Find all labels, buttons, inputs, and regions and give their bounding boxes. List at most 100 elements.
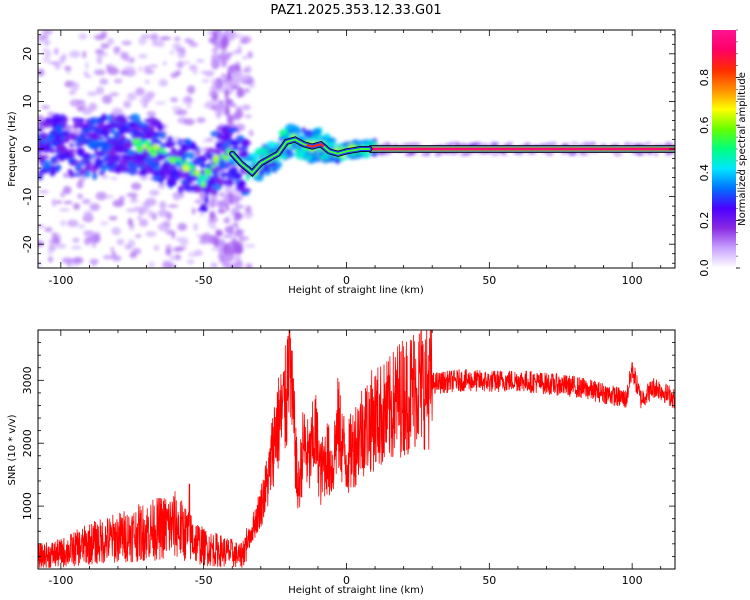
x-tick-label: 50 — [482, 274, 496, 287]
spectrogram-noise-blob — [137, 216, 142, 220]
spectrogram-noise-blob — [93, 69, 106, 76]
spectrogram-band-blob — [334, 157, 341, 164]
spectrogram-noise-blob — [142, 103, 148, 108]
spectrogram-noise-blob — [131, 182, 142, 191]
spectrogram-band-blob — [271, 166, 278, 174]
spectrogram-band-blob — [147, 116, 158, 126]
spectrogram-core-blob — [197, 179, 203, 185]
spectrogram-noise-blob — [194, 249, 203, 257]
spectrogram-band-blob — [86, 138, 94, 143]
spectrogram-core-blob — [224, 155, 230, 161]
spectrogram-noise-blob — [113, 51, 120, 55]
spectrogram-noise-blob — [127, 239, 136, 248]
spectrogram-noise-blob — [582, 142, 590, 146]
spectrogram-band-blob — [221, 133, 231, 143]
spectrogram-noise-blob — [108, 216, 118, 221]
spectrogram-core-blob — [136, 139, 142, 145]
spectrogram-noise-blob — [95, 86, 105, 95]
y-tick-label: -10 — [21, 188, 34, 206]
spectrogram-noise-blob — [63, 172, 69, 179]
spectrogram-noise-blob — [169, 50, 175, 55]
spectrogram-noise-blob — [149, 189, 160, 196]
spectrogram-noise-blob — [68, 90, 76, 95]
spectrogram-noise-blob — [234, 195, 244, 201]
spectrogram-band-blob — [349, 155, 358, 160]
spectrogram-band-blob — [92, 171, 98, 181]
spectrogram-noise-blob — [64, 65, 72, 71]
spectrogram-band-blob — [55, 143, 67, 153]
x-tick-label: -50 — [195, 574, 213, 587]
spectrogram-noise-blob — [142, 200, 151, 210]
colorbar-gradient-bar — [712, 30, 736, 268]
spectrogram-noise-blob — [110, 176, 118, 181]
spectrogram-band-blob — [41, 120, 52, 128]
ridge-band-core — [369, 147, 675, 151]
spectrogram-noise-blob — [38, 240, 45, 247]
spectrogram-noise-blob — [213, 32, 218, 41]
spectrogram-noise-blob — [211, 78, 216, 86]
spectrogram-noise-blob — [145, 230, 157, 238]
spectrogram-band-blob — [56, 133, 61, 139]
spectrogram-band-blob — [212, 150, 221, 154]
spectrogram-noise-blob — [222, 53, 231, 61]
spectrogram-noise-blob — [106, 64, 111, 72]
spectrogram-noise-blob — [225, 226, 232, 233]
spectrogram-band-blob — [75, 162, 85, 167]
x-tick-label: 0 — [343, 574, 350, 587]
spectrogram-noise-blob — [570, 142, 579, 145]
spectrogram-noise-blob — [127, 208, 134, 213]
y-tick-label: 1000 — [21, 492, 34, 520]
spectrogram-noise-blob — [89, 258, 99, 265]
spectrogram-band-blob — [149, 123, 154, 132]
spectrogram-noise-blob — [153, 245, 160, 251]
spectrogram-noise-blob — [183, 118, 195, 126]
spectrogram-band-blob — [74, 143, 82, 147]
spectrogram-band-blob — [50, 156, 56, 165]
x-tick-label: 100 — [622, 574, 643, 587]
spectrogram-noise-blob — [159, 201, 167, 210]
spectrogram-band-blob — [112, 142, 120, 149]
spectrogram-noise-blob — [41, 105, 50, 110]
ridge-peak-segment — [306, 143, 325, 148]
spectrogram-band-blob — [115, 166, 120, 175]
spectrogram-noise-blob — [172, 247, 184, 253]
spectrogram-band-blob — [123, 124, 128, 132]
spectrogram-band-blob — [57, 153, 69, 160]
spectrogram-noise-blob — [224, 57, 228, 67]
spectrogram-band-blob — [188, 151, 195, 160]
spectrogram-band-blob — [101, 113, 108, 121]
spectrogram-band-blob — [121, 154, 132, 160]
spectrogram-band-blob — [67, 168, 73, 174]
spectrogram-band-blob — [81, 154, 90, 159]
spectrogram-noise-blob — [144, 66, 150, 70]
spectrogram-noise-blob — [68, 50, 81, 58]
spectrogram-noise-blob — [184, 95, 192, 103]
spectrogram-band-blob — [118, 129, 124, 136]
spectrogram-band-blob — [75, 135, 83, 144]
spectrogram-band-blob — [106, 138, 117, 144]
colorbar-tick-label: 0.0 — [698, 259, 711, 277]
spectrogram-band-blob — [172, 152, 183, 159]
spectrogram-noise-blob — [60, 219, 67, 227]
y-tick-label: 3000 — [21, 366, 34, 394]
spectrogram-noise-blob — [653, 153, 659, 156]
spectrogram-noise-blob — [167, 204, 179, 208]
spectrogram-noise-blob — [249, 84, 255, 89]
spectrogram-noise-blob — [42, 48, 49, 52]
spectrogram-noise-blob — [58, 208, 70, 212]
spectrogram-noise-blob — [224, 98, 234, 105]
spectrogram-band-blob — [79, 168, 86, 176]
spectrogram-noise-blob — [223, 234, 233, 238]
spectrogram-noise-blob — [138, 66, 144, 72]
spectrogram-noise-blob — [228, 32, 235, 42]
spectrogram-noise-blob — [234, 259, 243, 268]
spectrogram-band-blob — [96, 122, 106, 130]
spectrogram-noise-blob — [161, 81, 168, 86]
spectrogram-noise-blob — [175, 61, 184, 69]
spectrogram-noise-blob — [203, 103, 211, 108]
spectrogram-noise-blob — [84, 61, 90, 70]
spectrogram-noise-blob — [459, 153, 470, 156]
spectrogram-noise-blob — [124, 52, 129, 60]
spectrogram-core-blob — [160, 150, 164, 154]
